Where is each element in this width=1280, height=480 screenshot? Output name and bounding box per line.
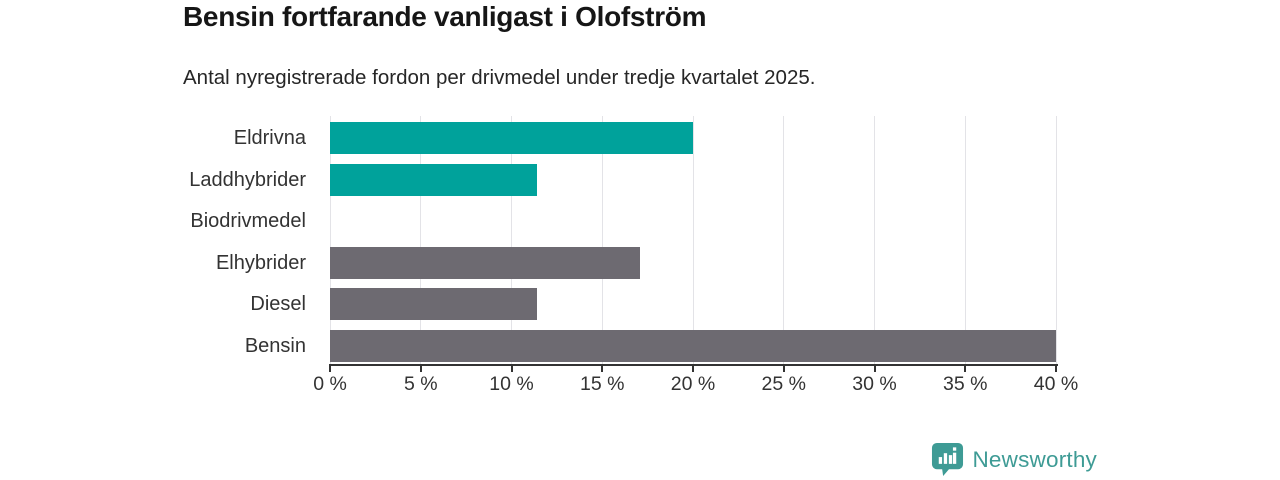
branding-footer: Newsworthy xyxy=(931,442,1097,477)
x-axis-tick xyxy=(601,365,604,372)
gridline xyxy=(601,116,603,365)
bar-bensin xyxy=(330,329,1056,362)
x-axis-tick xyxy=(964,365,967,372)
x-axis-tick xyxy=(419,365,422,372)
logo-text: Newsworthy xyxy=(972,446,1097,472)
category-axis: Eldrivna Laddhybrider Biodrivmedel Elhybrid… xyxy=(0,116,318,365)
gridline xyxy=(964,116,966,365)
x-axis-tick-label: 40 % xyxy=(1033,373,1079,395)
gridline xyxy=(783,116,785,365)
gridline xyxy=(420,116,422,365)
x-axis-tick-label: 0 % xyxy=(313,373,347,395)
bar-diesel xyxy=(330,288,537,321)
x-axis-tick xyxy=(782,365,785,372)
x-axis-tick xyxy=(692,365,694,372)
chart-title: Bensin fortfarande vanligast i Olofström xyxy=(183,1,707,32)
x-axis-tick xyxy=(510,365,513,372)
x-axis-tick-label: 10 % xyxy=(489,373,534,395)
x-axis-tick-label: 15 % xyxy=(580,373,625,395)
x-axis-tick xyxy=(329,365,331,372)
category-label: Eldrivna xyxy=(233,127,306,150)
x-axis-tick-label: 5 % xyxy=(403,373,438,395)
category-label: Elhybrider xyxy=(215,251,306,274)
x-axis-tick-label: 25 % xyxy=(761,373,806,395)
gridline xyxy=(329,116,331,365)
category-label: Diesel xyxy=(250,293,306,316)
bar-laddhybrider xyxy=(330,163,537,196)
plot-area xyxy=(329,116,1057,365)
x-axis-tick xyxy=(873,365,876,372)
gridline xyxy=(692,116,694,365)
chart-subtitle: Antal nyregistrerade fordon per drivmede… xyxy=(183,66,816,89)
x-axis-tick-label: 35 % xyxy=(943,373,988,395)
x-axis-tick xyxy=(1055,365,1057,372)
x-axis-tick-label: 30 % xyxy=(852,373,897,395)
bar-chart-badge-icon xyxy=(931,442,964,477)
category-label: Laddhybrider xyxy=(189,168,306,191)
gridline xyxy=(511,116,512,365)
x-axis-tick-label: 20 % xyxy=(670,373,716,395)
gridline xyxy=(1055,116,1057,365)
bar-eldrivna xyxy=(330,122,693,155)
category-label: Bensin xyxy=(244,334,306,357)
gridline xyxy=(874,116,875,365)
bar-elhybrider xyxy=(330,246,641,279)
category-label: Biodrivmedel xyxy=(190,210,306,233)
